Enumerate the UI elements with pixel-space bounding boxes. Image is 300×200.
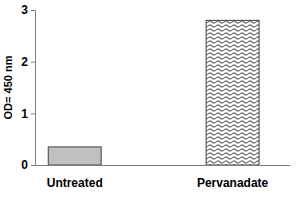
y-tick-mark xyxy=(31,10,35,11)
y-tick-mark xyxy=(31,62,35,63)
x-tick-label: Untreated xyxy=(47,176,103,190)
bar xyxy=(206,20,259,165)
x-axis-line xyxy=(36,165,291,166)
y-tick-mark xyxy=(31,113,35,114)
y-tick: 2 xyxy=(21,55,35,69)
y-tick-label: 1 xyxy=(21,107,28,121)
y-axis: 0 1 2 3 xyxy=(21,3,35,172)
y-tick-label: 0 xyxy=(21,158,28,172)
chart: 0 1 2 3 Untreated Pervanadate OD= 450 nm xyxy=(0,0,300,200)
y-axis-line xyxy=(31,11,36,166)
x-axis: Untreated Pervanadate xyxy=(36,165,291,190)
x-tick-label: Pervanadate xyxy=(197,176,269,190)
y-axis-title: OD= 450 nm xyxy=(2,55,14,119)
x-tick: Pervanadate xyxy=(197,165,269,190)
y-tick: 3 xyxy=(21,3,35,17)
y-tick-label: 2 xyxy=(21,55,28,69)
x-tick: Untreated xyxy=(47,165,103,190)
y-tick-label: 3 xyxy=(21,3,28,17)
y-tick: 1 xyxy=(21,107,35,121)
y-tick: 0 xyxy=(21,158,35,172)
bars xyxy=(48,20,259,165)
bar xyxy=(48,147,101,165)
y-tick-mark xyxy=(31,165,35,166)
